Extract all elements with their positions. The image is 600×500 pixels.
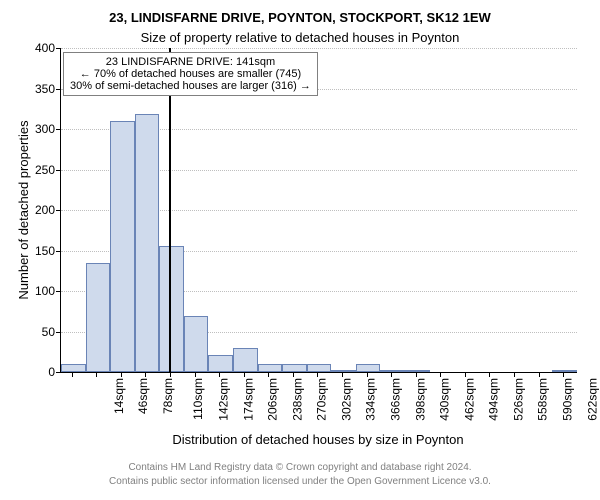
ytick-label: 50	[42, 325, 55, 339]
histogram-bar	[405, 370, 430, 372]
ytick-label: 100	[35, 284, 55, 298]
xtick-mark	[489, 372, 490, 377]
xtick-mark	[440, 372, 441, 377]
xtick-label: 206sqm	[266, 378, 280, 421]
xtick-mark	[465, 372, 466, 377]
ytick-label: 400	[35, 41, 55, 55]
histogram-bar	[159, 246, 184, 372]
ytick-mark	[56, 332, 61, 333]
xtick-mark	[72, 372, 73, 377]
histogram-bar	[356, 364, 381, 372]
xtick-label: 110sqm	[191, 378, 205, 420]
histogram-bar	[208, 355, 233, 372]
annotation-line: ← 70% of detached houses are smaller (74…	[70, 68, 311, 80]
ytick-mark	[56, 291, 61, 292]
chart-title-2: Size of property relative to detached ho…	[0, 30, 600, 45]
histogram-bar	[233, 348, 258, 372]
ytick-label: 200	[35, 203, 55, 217]
xtick-mark	[121, 372, 122, 377]
xtick-label: 526sqm	[512, 378, 526, 421]
histogram-bar	[380, 370, 405, 372]
xtick-mark	[145, 372, 146, 377]
gridline	[61, 48, 577, 49]
plot-area: 05010015020025030035040014sqm46sqm78sqm1…	[60, 48, 577, 373]
xtick-mark	[367, 372, 368, 377]
xtick-mark	[416, 372, 417, 377]
ytick-label: 300	[35, 122, 55, 136]
annotation-line: 30% of semi-detached houses are larger (…	[70, 80, 311, 92]
chart-title-1: 23, LINDISFARNE DRIVE, POYNTON, STOCKPOR…	[0, 10, 600, 25]
ytick-mark	[56, 89, 61, 90]
xtick-label: 430sqm	[438, 378, 452, 421]
xtick-mark	[244, 372, 245, 377]
histogram-bar	[307, 364, 332, 372]
annotation-box: 23 LINDISFARNE DRIVE: 141sqm← 70% of det…	[63, 52, 318, 96]
histogram-bar	[135, 114, 160, 372]
footer-line-1: Contains HM Land Registry data © Crown c…	[0, 462, 600, 473]
ytick-label: 0	[48, 365, 55, 379]
ytick-mark	[56, 129, 61, 130]
y-axis-label: Number of detached properties	[16, 48, 31, 372]
histogram-bar	[282, 364, 307, 372]
xtick-label: 590sqm	[561, 378, 575, 421]
ytick-label: 250	[35, 163, 55, 177]
xtick-mark	[170, 372, 171, 377]
xtick-label: 494sqm	[487, 378, 501, 421]
xtick-label: 622sqm	[585, 378, 599, 421]
xtick-mark	[539, 372, 540, 377]
ytick-mark	[56, 210, 61, 211]
ytick-mark	[56, 372, 61, 373]
ytick-mark	[56, 251, 61, 252]
histogram-bar	[258, 364, 283, 372]
xtick-label: 142sqm	[217, 378, 231, 421]
annotation-line: 23 LINDISFARNE DRIVE: 141sqm	[70, 56, 311, 68]
histogram-bar	[110, 121, 135, 372]
xtick-label: 14sqm	[112, 378, 126, 414]
xtick-mark	[96, 372, 97, 377]
ytick-mark	[56, 170, 61, 171]
marker-line	[169, 48, 171, 372]
footer-line-2: Contains public sector information licen…	[0, 476, 600, 487]
xtick-mark	[342, 372, 343, 377]
xtick-mark	[293, 372, 294, 377]
xtick-label: 174sqm	[241, 378, 255, 421]
ytick-label: 150	[35, 244, 55, 258]
xtick-label: 270sqm	[315, 378, 329, 421]
xtick-label: 46sqm	[136, 378, 150, 414]
histogram-bar	[61, 364, 86, 372]
xtick-mark	[317, 372, 318, 377]
xtick-mark	[219, 372, 220, 377]
xtick-label: 398sqm	[413, 378, 427, 421]
xtick-mark	[391, 372, 392, 377]
xtick-label: 558sqm	[536, 378, 550, 421]
xtick-label: 302sqm	[340, 378, 354, 421]
histogram-bar	[331, 370, 356, 372]
xtick-mark	[268, 372, 269, 377]
histogram-bar	[184, 316, 209, 372]
xtick-label: 366sqm	[389, 378, 403, 421]
xtick-label: 334sqm	[364, 378, 378, 421]
xtick-mark	[195, 372, 196, 377]
ytick-mark	[56, 48, 61, 49]
histogram-bar	[552, 370, 577, 372]
x-axis-label: Distribution of detached houses by size …	[60, 432, 576, 447]
xtick-mark	[563, 372, 564, 377]
xtick-label: 78sqm	[161, 378, 175, 414]
chart-container: 23, LINDISFARNE DRIVE, POYNTON, STOCKPOR…	[0, 0, 600, 500]
xtick-label: 238sqm	[290, 378, 304, 421]
xtick-label: 462sqm	[462, 378, 476, 421]
histogram-bar	[86, 263, 111, 372]
xtick-mark	[514, 372, 515, 377]
ytick-label: 350	[35, 82, 55, 96]
